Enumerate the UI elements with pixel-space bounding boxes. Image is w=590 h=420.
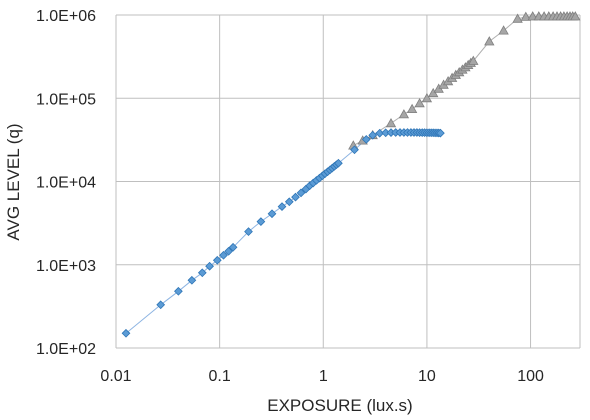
y-axis-title: AVG LEVEL (q) — [4, 123, 23, 240]
diamond-marker — [244, 227, 253, 236]
diamond-marker — [187, 275, 197, 285]
diamond-marker — [361, 135, 371, 144]
triangle-marker — [406, 103, 418, 113]
triangle-marker — [414, 97, 425, 108]
triangle-marker — [421, 92, 433, 103]
diamond-marker — [368, 130, 378, 140]
x-tick-label: 0.01 — [100, 368, 131, 385]
triangle-marker — [527, 11, 538, 21]
diamond-marker — [219, 250, 228, 260]
diamond-marker — [174, 286, 183, 296]
gridlines — [115, 14, 581, 349]
x-tick-label: 0.1 — [209, 368, 231, 385]
diamond-marker — [277, 202, 287, 211]
diamond-marker — [197, 268, 207, 278]
diamond-marker — [224, 246, 233, 256]
diamond-marker — [256, 217, 266, 226]
diamond-marker — [267, 209, 277, 219]
diamond-marker — [350, 145, 359, 155]
diamond-marker — [296, 188, 306, 198]
y-tick-label: 1.0E+03 — [36, 258, 96, 275]
triangle-marker — [385, 117, 397, 128]
diamond-marker — [228, 242, 238, 252]
diamond-marker — [156, 300, 166, 310]
diamond-marker — [334, 158, 343, 168]
data-markers — [121, 11, 581, 338]
triangle-marker — [398, 109, 410, 119]
diamond-marker — [436, 128, 445, 138]
triangle-marker — [570, 11, 581, 21]
x-tick-label: 10 — [418, 368, 436, 385]
diamond-marker — [284, 197, 294, 207]
y-tick-label: 1.0E+02 — [36, 341, 96, 358]
diamond-marker — [212, 255, 222, 265]
triangle-marker — [520, 11, 531, 21]
diamond-marker — [291, 192, 300, 202]
triangle-marker — [498, 25, 509, 35]
triangle-marker — [484, 36, 495, 46]
diamond-marker — [121, 328, 131, 338]
diamond-marker — [205, 261, 214, 271]
x-tick-label: 100 — [517, 368, 544, 385]
y-tick-label: 1.0E+04 — [36, 175, 96, 192]
x-axis-tick-labels: 0.01 0.1 1 10 100 — [100, 368, 544, 385]
y-tick-label: 1.0E+05 — [36, 91, 96, 108]
triangle-marker — [468, 55, 479, 65]
triangle-marker — [512, 13, 523, 23]
x-axis-title: EXPOSURE (lux.s) — [267, 396, 412, 415]
x-tick-label: 1 — [319, 368, 328, 385]
y-axis-tick-labels: 1.0E+02 1.0E+03 1.0E+04 1.0E+05 1.0E+06 — [36, 8, 96, 358]
y-tick-label: 1.0E+06 — [36, 8, 96, 25]
